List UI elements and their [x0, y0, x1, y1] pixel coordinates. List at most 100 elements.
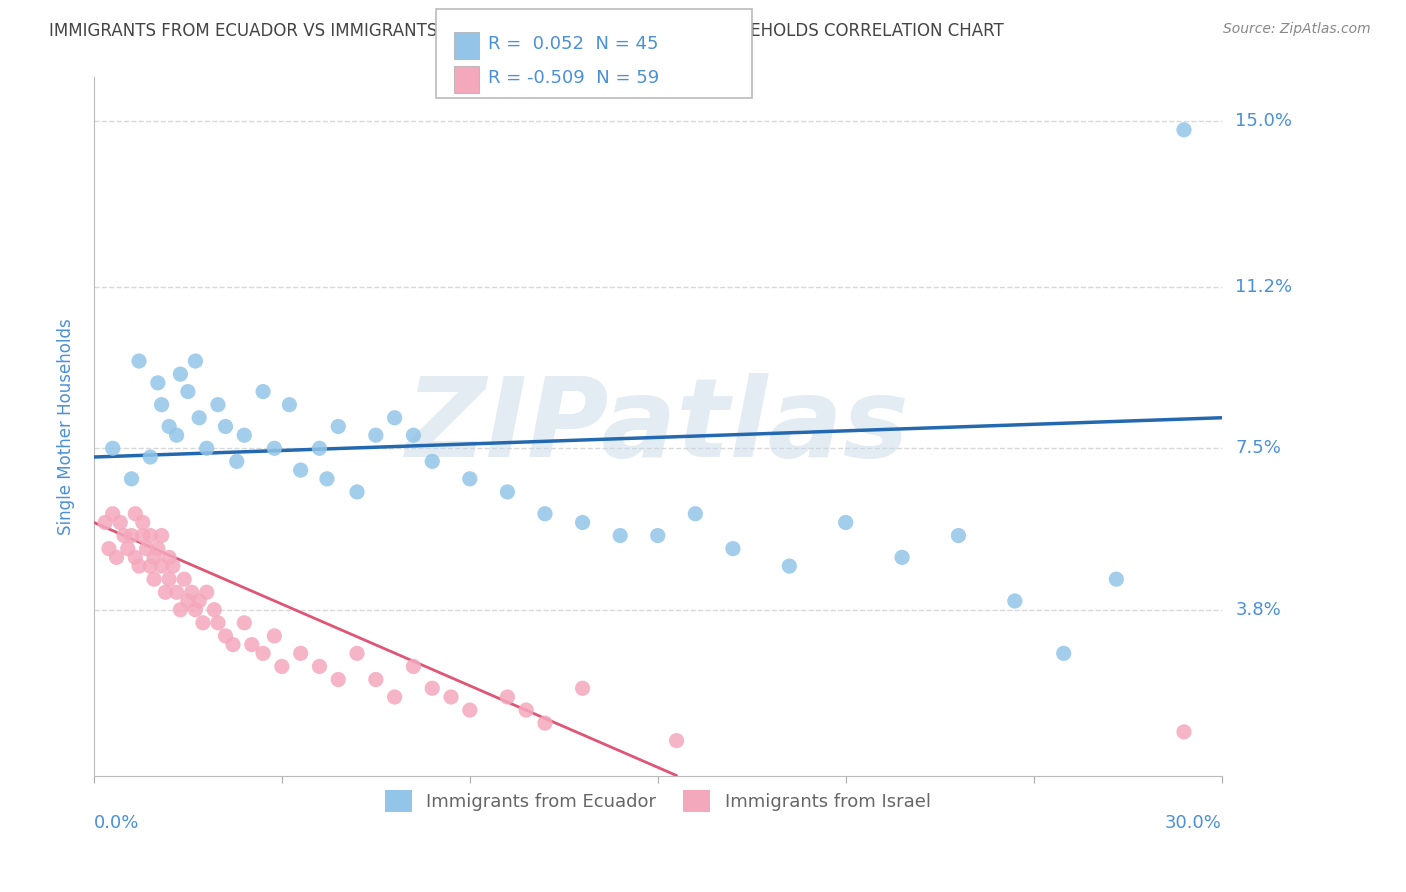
- Point: [346, 484, 368, 499]
- Point: [420, 454, 443, 468]
- Point: [721, 541, 744, 556]
- Point: [101, 507, 124, 521]
- Point: [135, 541, 157, 556]
- Point: [263, 629, 285, 643]
- Point: [948, 528, 970, 542]
- Point: [166, 428, 188, 442]
- Point: [177, 594, 200, 608]
- Point: [685, 507, 707, 521]
- Point: [143, 550, 166, 565]
- Point: [328, 673, 350, 687]
- Point: [188, 594, 211, 608]
- Point: [458, 703, 481, 717]
- Text: R =  0.052  N = 45: R = 0.052 N = 45: [488, 35, 658, 53]
- Point: [252, 646, 274, 660]
- Point: [146, 541, 169, 556]
- Point: [384, 690, 406, 704]
- Point: [316, 472, 339, 486]
- Point: [233, 428, 256, 442]
- Point: [364, 428, 387, 442]
- Y-axis label: Single Mother Households: Single Mother Households: [58, 318, 75, 535]
- Point: [834, 516, 856, 530]
- Point: [121, 528, 143, 542]
- Text: ZIPatlas: ZIPatlas: [406, 373, 910, 480]
- Point: [128, 354, 150, 368]
- Point: [240, 638, 263, 652]
- Point: [534, 716, 557, 731]
- Point: [571, 516, 593, 530]
- Point: [290, 646, 312, 660]
- Point: [1053, 646, 1076, 660]
- Point: [166, 585, 188, 599]
- Point: [94, 516, 117, 530]
- Point: [233, 615, 256, 630]
- Text: R = -0.509  N = 59: R = -0.509 N = 59: [488, 69, 659, 87]
- Point: [157, 572, 180, 586]
- Point: [105, 550, 128, 565]
- Point: [195, 442, 218, 456]
- Point: [214, 419, 236, 434]
- Point: [440, 690, 463, 704]
- Point: [402, 428, 425, 442]
- Text: 0.0%: 0.0%: [94, 814, 139, 832]
- Point: [1105, 572, 1128, 586]
- Point: [252, 384, 274, 399]
- Point: [263, 442, 285, 456]
- Point: [278, 398, 301, 412]
- Point: [458, 472, 481, 486]
- Point: [420, 681, 443, 696]
- Point: [609, 528, 631, 542]
- Point: [124, 507, 146, 521]
- Point: [121, 472, 143, 486]
- Point: [290, 463, 312, 477]
- Point: [1173, 724, 1195, 739]
- Point: [214, 629, 236, 643]
- Point: [177, 384, 200, 399]
- Point: [180, 585, 202, 599]
- Point: [132, 528, 155, 542]
- Point: [270, 659, 292, 673]
- Point: [496, 484, 519, 499]
- Point: [112, 528, 135, 542]
- Point: [143, 572, 166, 586]
- Text: 3.8%: 3.8%: [1236, 600, 1281, 619]
- Text: Source: ZipAtlas.com: Source: ZipAtlas.com: [1223, 22, 1371, 37]
- Point: [146, 376, 169, 390]
- Point: [222, 638, 245, 652]
- Point: [162, 559, 184, 574]
- Point: [308, 659, 330, 673]
- Point: [124, 550, 146, 565]
- Point: [195, 585, 218, 599]
- Text: 30.0%: 30.0%: [1164, 814, 1222, 832]
- Text: 7.5%: 7.5%: [1236, 439, 1281, 458]
- Point: [184, 354, 207, 368]
- Point: [778, 559, 800, 574]
- Point: [191, 615, 214, 630]
- Point: [384, 410, 406, 425]
- Point: [98, 541, 121, 556]
- Point: [139, 559, 162, 574]
- Point: [534, 507, 557, 521]
- Point: [515, 703, 537, 717]
- Point: [169, 367, 191, 381]
- Point: [128, 559, 150, 574]
- Point: [225, 454, 247, 468]
- Point: [188, 410, 211, 425]
- Point: [173, 572, 195, 586]
- Text: 11.2%: 11.2%: [1236, 278, 1292, 296]
- Point: [139, 450, 162, 464]
- Point: [665, 733, 688, 747]
- Point: [117, 541, 139, 556]
- Point: [150, 559, 173, 574]
- Point: [169, 603, 191, 617]
- Point: [139, 528, 162, 542]
- Point: [308, 442, 330, 456]
- Point: [150, 528, 173, 542]
- Point: [110, 516, 132, 530]
- Point: [101, 442, 124, 456]
- Point: [150, 398, 173, 412]
- Point: [346, 646, 368, 660]
- Point: [402, 659, 425, 673]
- Point: [184, 603, 207, 617]
- Text: IMMIGRANTS FROM ECUADOR VS IMMIGRANTS FROM ISRAEL SINGLE MOTHER HOUSEHOLDS CORRE: IMMIGRANTS FROM ECUADOR VS IMMIGRANTS FR…: [49, 22, 1004, 40]
